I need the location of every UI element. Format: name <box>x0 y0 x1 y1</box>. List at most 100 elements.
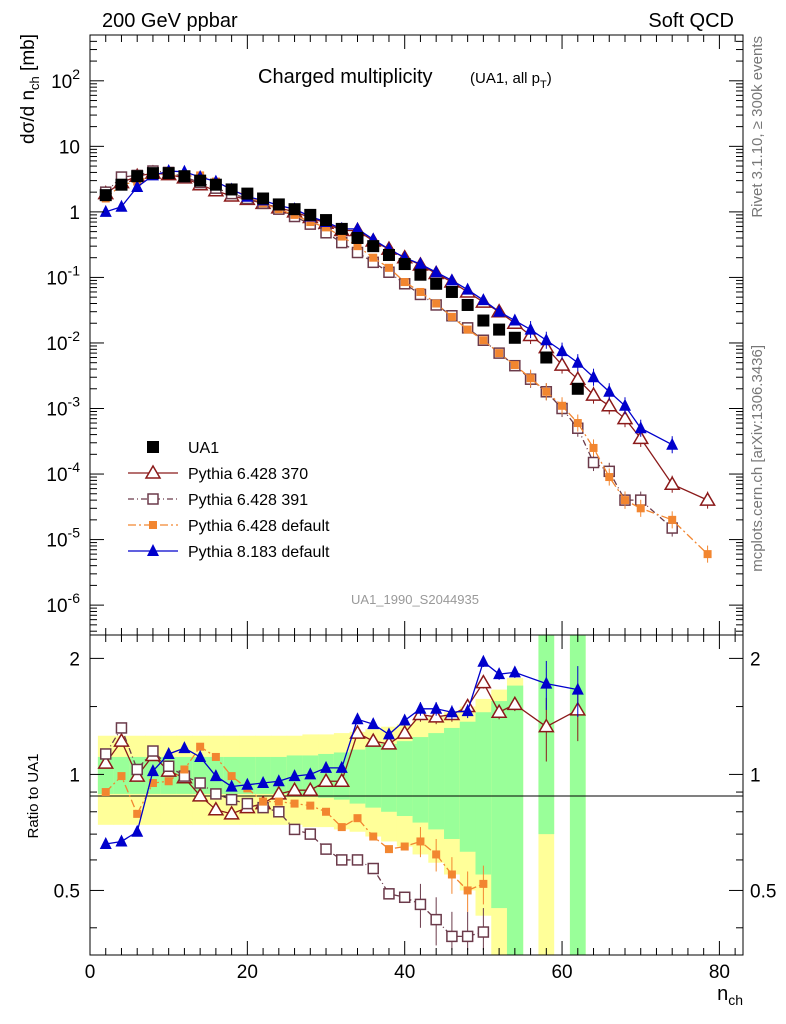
band-green <box>396 741 414 817</box>
data-point-ua1 <box>209 178 222 191</box>
ratio-plot-frame <box>89 634 744 956</box>
ratio-point-pythia-6-428-default <box>227 772 236 781</box>
ratio-point-pythia-8-183-default <box>414 701 427 714</box>
data-point-pythia-8-183-default <box>618 398 631 411</box>
data-point-pythia-8-183-default <box>666 437 679 450</box>
data-point-pythia-6-428-default <box>432 299 441 308</box>
ratio-point-pythia-6-428-391 <box>131 763 143 776</box>
ratio-point-pythia-6-428-391 <box>210 788 222 800</box>
data-point-ua1 <box>304 208 317 221</box>
data-point-ua1 <box>194 174 207 187</box>
ratio-point-pythia-8-183-default <box>257 776 270 789</box>
ratio-y-tick-label: 1 <box>69 765 80 786</box>
header-right: Soft QCD <box>648 10 734 32</box>
ratio-point-pythia-6-428-370 <box>396 724 414 739</box>
ratio-point-pythia-8-183-default <box>445 705 458 718</box>
ratio-point-pythia-6-428-default <box>447 870 456 879</box>
ratio-point-pythia-6-428-391 <box>320 843 332 855</box>
data-point-ua1 <box>571 382 584 395</box>
data-point-ua1 <box>382 248 395 261</box>
data-point-pythia-6-428-default <box>369 253 378 262</box>
ratio-point-pythia-6-428-default <box>148 779 157 788</box>
ratio-point-pythia-8-183-default <box>225 779 238 792</box>
ratio-point-pythia-6-428-391 <box>194 777 206 789</box>
ratio-point-pythia-6-428-default <box>180 765 189 774</box>
legend-label-pythia-6-428-370: Pythia 6.428 370 <box>188 466 308 483</box>
y-tick-label: 10-1 <box>46 262 80 289</box>
data-point-pythia-8-183-default <box>99 204 112 217</box>
data-point-pythia-8-183-default <box>587 370 600 383</box>
data-point-ua1 <box>477 314 490 327</box>
x-tick-label: 20 <box>237 962 258 983</box>
ratio-point-pythia-6-428-391 <box>225 793 238 806</box>
ratio-point-pythia-8-183-default <box>115 834 128 847</box>
data-point-pythia-6-428-370 <box>600 397 618 412</box>
ratio-y-tick-label: 0.5 <box>54 881 80 902</box>
ratio-point-pythia-6-428-370 <box>113 732 130 747</box>
ratio-point-pythia-6-428-391 <box>288 823 301 836</box>
data-point-pythia-6-428-370 <box>663 475 681 490</box>
ratio-y-tick-label-right: 0.5 <box>750 881 776 902</box>
ratio-point-pythia-8-183-default <box>398 713 411 726</box>
ratio-y-axis-label: Ratio to UA1 <box>25 753 42 838</box>
x-tick-label: 80 <box>709 962 730 983</box>
data-point-pythia-6-428-default <box>479 336 488 345</box>
ratio-point-pythia-8-183-default <box>382 727 395 740</box>
legend-marker-pythia-6-428-default <box>149 521 157 529</box>
ratio-point-pythia-8-183-default <box>351 712 364 725</box>
data-point-pythia-8-183-default <box>556 344 569 357</box>
data-point-ua1 <box>445 285 458 298</box>
data-point-pythia-6-428-default <box>463 325 472 334</box>
ratio-point-pythia-8-183-default <box>178 741 191 754</box>
ratio-point-pythia-6-428-default <box>164 777 173 786</box>
ratio-point-pythia-6-428-391 <box>477 926 490 938</box>
ratio-point-pythia-6-428-default <box>290 799 299 808</box>
data-point-pythia-6-428-default <box>495 349 504 358</box>
side-label-top: Rivet 3.1.10, ≥ 300k events <box>749 36 766 218</box>
ratio-point-pythia-6-428-default <box>306 801 315 810</box>
data-point-pythia-6-428-default <box>573 419 582 428</box>
ratio-point-pythia-6-428-370 <box>191 787 209 802</box>
ratio-point-pythia-6-428-370 <box>286 781 303 796</box>
data-point-ua1 <box>320 214 333 227</box>
data-point-pythia-6-428-default <box>703 550 712 559</box>
ratio-point-pythia-8-183-default <box>477 654 490 667</box>
ratio-point-pythia-6-428-default <box>117 772 126 781</box>
data-point-ua1 <box>540 351 553 364</box>
legend-marker-pythia-6-428-391 <box>147 493 159 505</box>
data-point-ua1 <box>493 323 506 336</box>
ratio-point-pythia-6-428-370 <box>427 708 445 723</box>
data-point-ua1 <box>178 170 191 183</box>
ratio-point-pythia-8-183-default <box>335 760 348 773</box>
data-point-pythia-6-428-default <box>510 361 519 370</box>
y-tick-label: 10-6 <box>46 590 80 617</box>
x-axis-label: nch <box>717 983 743 1008</box>
data-point-pythia-6-428-default <box>353 242 362 251</box>
ratio-point-pythia-6-428-391 <box>336 854 348 866</box>
data-point-pythia-8-183-default <box>445 273 458 286</box>
watermark: UA1_1990_S2044935 <box>351 592 479 607</box>
data-point-pythia-6-428-default <box>306 218 315 227</box>
ratio-point-pythia-6-428-default <box>479 879 488 888</box>
data-point-pythia-6-428-default <box>400 278 409 287</box>
ratio-point-pythia-6-428-370 <box>538 718 555 733</box>
ratio-y-tick-label-right: 2 <box>750 649 761 670</box>
x-tick-label: 0 <box>85 962 96 983</box>
legend-label-pythia-6-428-391: Pythia 6.428 391 <box>188 492 308 509</box>
data-point-ua1 <box>115 178 128 191</box>
ratio-point-pythia-8-183-default <box>430 701 443 714</box>
ratio-point-pythia-6-428-default <box>400 842 409 851</box>
data-point-pythia-8-183-default <box>414 257 427 270</box>
band-green <box>444 727 461 839</box>
ratio-point-pythia-6-428-391 <box>351 854 364 866</box>
ratio-point-pythia-6-428-370 <box>333 772 351 788</box>
legend: UA1 Pythia 6.428 370 Pythia 6.428 391 Pythi… <box>128 440 330 561</box>
data-point-pythia-6-428-370 <box>585 386 602 401</box>
data-point-ua1 <box>131 170 144 183</box>
ratio-point-pythia-6-428-391 <box>241 797 254 810</box>
ratio-point-pythia-6-428-default <box>463 886 472 895</box>
ratio-point-pythia-6-428-391 <box>414 898 427 911</box>
ratio-point-pythia-8-183-default <box>304 767 317 780</box>
ratio-point-pythia-8-183-default <box>571 682 584 695</box>
